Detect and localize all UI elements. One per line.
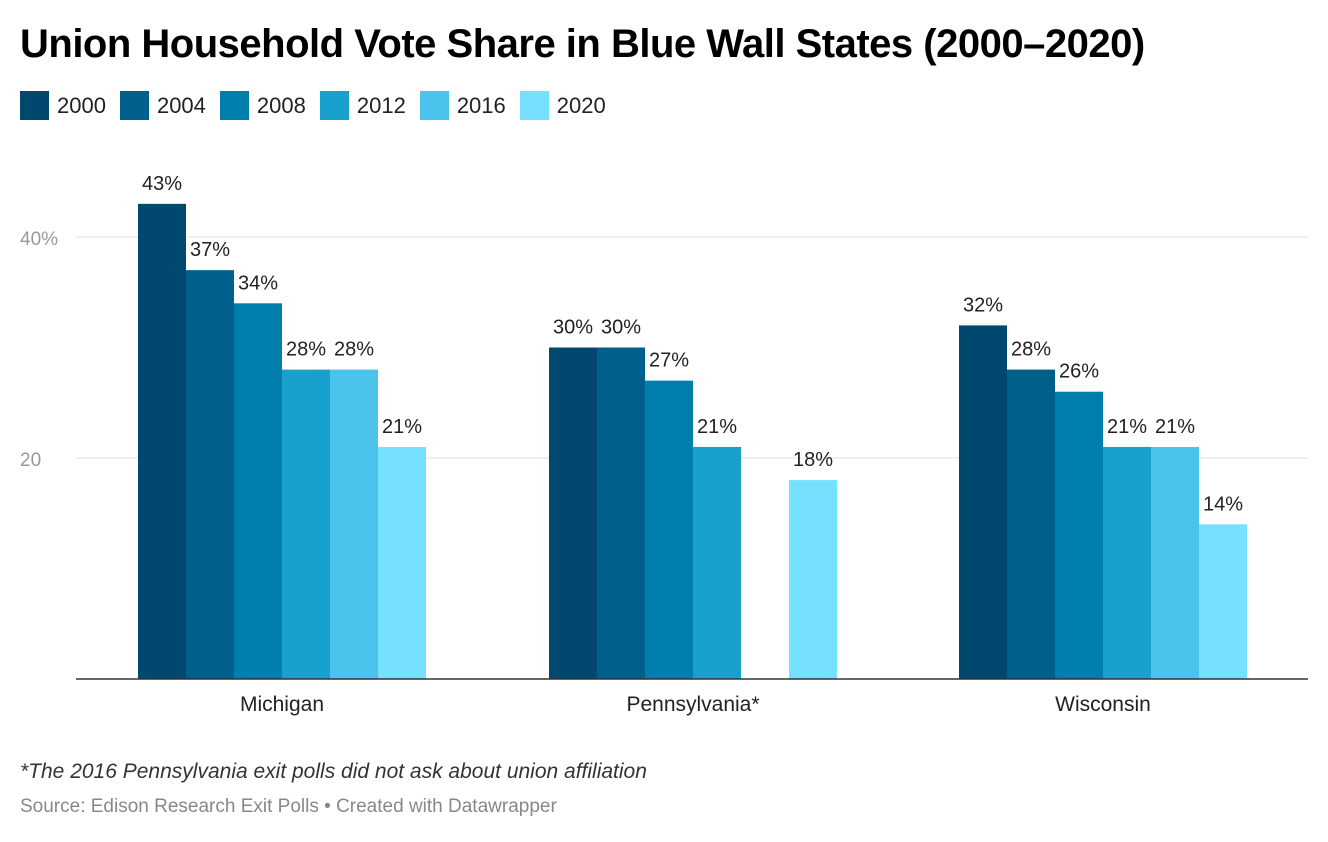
bar <box>330 369 378 679</box>
legend-label: 2020 <box>556 92 606 118</box>
legend-item: 2020 <box>519 91 606 120</box>
bar <box>549 347 597 679</box>
data-label: 21% <box>382 416 422 438</box>
legend-swatch <box>219 91 249 120</box>
data-label: 43% <box>142 173 182 195</box>
bar <box>234 303 282 679</box>
data-label: 30% <box>553 317 593 339</box>
legend-item: 2004 <box>119 91 206 120</box>
legend-label: 2016 <box>456 92 506 118</box>
data-label: 30% <box>601 317 641 339</box>
data-label: 28% <box>1011 339 1051 361</box>
data-label: 28% <box>286 339 326 361</box>
legend-swatch <box>419 91 449 120</box>
legend-swatch <box>519 91 549 120</box>
bar <box>1055 391 1103 679</box>
bar <box>597 347 645 679</box>
legend-swatch <box>20 91 49 120</box>
bar <box>1103 446 1151 679</box>
legend: 2000 2004 2008 2012 2016 2020 <box>20 91 620 120</box>
data-label: 21% <box>1155 416 1195 438</box>
data-label: 21% <box>697 416 737 438</box>
data-label: 37% <box>190 239 230 261</box>
legend-swatch <box>319 91 349 120</box>
data-label: 18% <box>793 449 833 471</box>
data-label: 32% <box>963 294 1003 316</box>
chart-title: Union Household Vote Share in Blue Wall … <box>20 22 1145 66</box>
legend-label: 2008 <box>256 92 306 118</box>
bar <box>645 380 693 679</box>
legend-label: 2000 <box>57 92 106 118</box>
bar <box>959 325 1007 679</box>
legend-swatch <box>119 91 149 120</box>
legend-item: 2012 <box>319 91 406 120</box>
x-tick-label: Pennsylvania* <box>626 693 759 716</box>
legend-label: 2004 <box>156 92 206 118</box>
data-label: 34% <box>238 272 278 294</box>
legend-item: 2008 <box>219 91 306 120</box>
x-tick-label: Wisconsin <box>1055 693 1151 716</box>
source-note: Source: Edison Research Exit Polls • Cre… <box>20 796 557 817</box>
bar <box>1199 524 1247 679</box>
bar <box>693 446 741 679</box>
legend-item: 2000 <box>20 91 106 120</box>
data-label: 26% <box>1059 361 1099 383</box>
data-label: 14% <box>1203 493 1243 515</box>
y-tick-label: 20 <box>20 450 41 471</box>
bar <box>1007 369 1055 679</box>
legend-item: 2016 <box>419 91 506 120</box>
footnote: *The 2016 Pennsylvania exit polls did no… <box>20 760 647 783</box>
bar <box>789 480 837 679</box>
bar <box>1151 446 1199 679</box>
bar <box>186 270 234 679</box>
bar <box>282 369 330 679</box>
legend-label: 2012 <box>356 92 406 118</box>
bar <box>378 446 426 679</box>
data-label: 21% <box>1107 416 1147 438</box>
bar <box>138 203 186 679</box>
x-tick-label: Michigan <box>240 693 324 716</box>
data-label: 28% <box>334 339 374 361</box>
y-tick-label: 40% <box>20 229 58 250</box>
data-label: 27% <box>649 350 689 372</box>
